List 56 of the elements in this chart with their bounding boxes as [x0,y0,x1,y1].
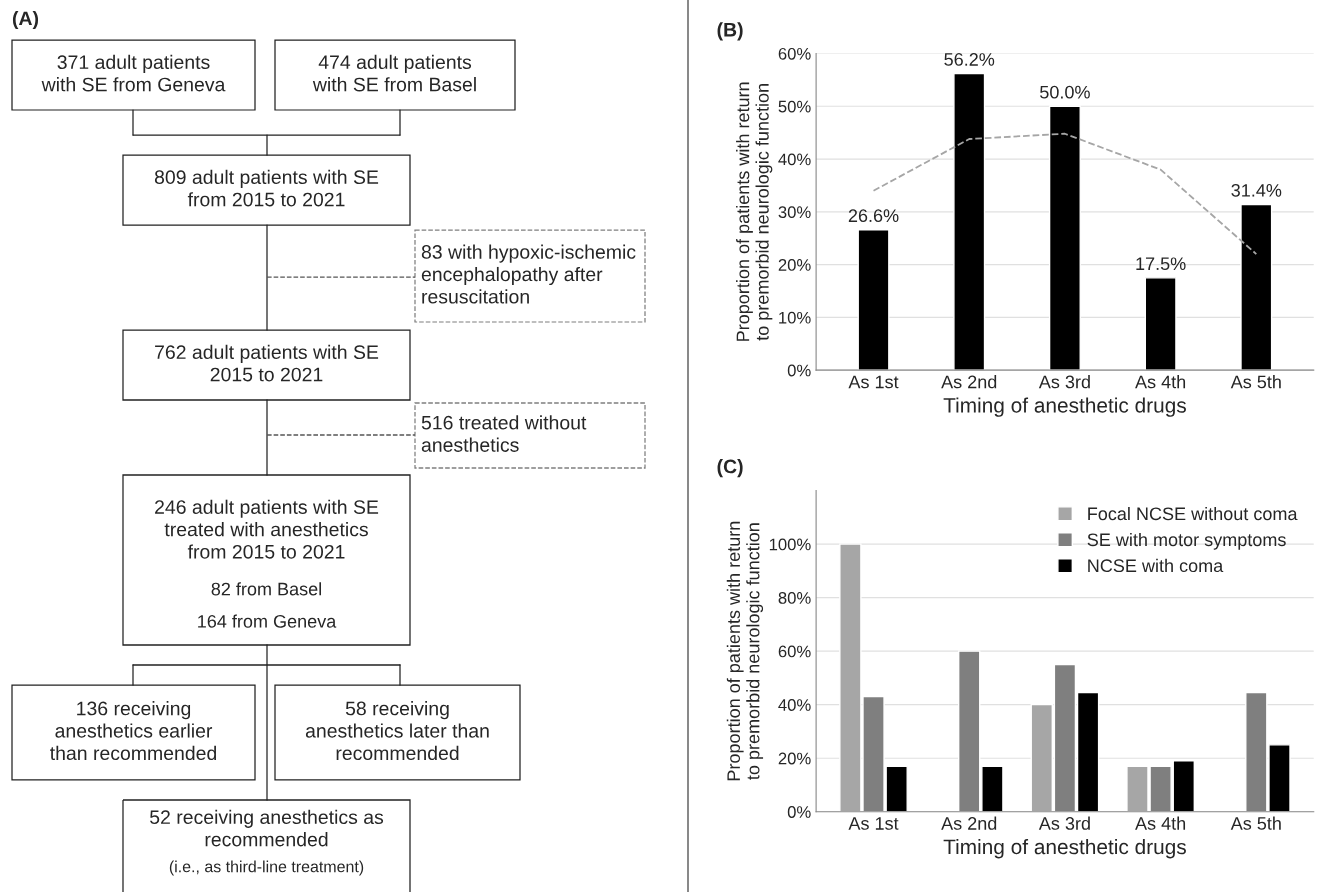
text: 83 with hypoxic-ischemic encephalopathy after resuscitation [421,244,636,304]
y-tick-label: 10% [779,311,811,324]
text: 58 receiving anesthetics later than recommended [305,701,489,761]
x-tick-label: As 5th [1230,816,1281,830]
x-tick-label: As 3rd [1038,375,1090,389]
data-label: 56.2% [944,53,995,66]
text: 136 receiving anesthetics earlier than recommended [50,701,217,761]
x-tick-label: As 4th [1135,816,1186,830]
y-tick-label: 60% [778,645,811,658]
bar [1048,105,1081,371]
data-label: 50.0% [1040,85,1090,99]
x-tick-label: As 1st [848,375,899,389]
x-tick-label: As 3rd [1038,816,1090,830]
y-tick-label: 30% [778,206,811,219]
text: 762 adult patients with SE 2015 to 2021 [155,344,379,382]
x-axis-title: Timing of anesthetic drugs [943,397,1186,417]
text: (A) [12,10,39,30]
y-tick-label: 20% [778,259,811,271]
y-tick-label: 0% [787,806,811,818]
bar [1144,277,1177,371]
y-tick-label: 60% [778,47,811,60]
x-tick-label: As 4th [1135,375,1186,389]
data-label: 26.6% [848,209,899,223]
data-label: 31.4% [1231,183,1282,197]
x-tick-label: As 2nd [941,816,997,830]
text: 164 from Geneva [198,614,337,628]
text: 52 receiving anesthetics as recommended [150,809,384,847]
data-label: 17.5% [1136,257,1186,271]
bar [857,229,890,371]
text: 809 adult patients with SE from 2015 to 2021 [154,169,379,207]
y-tick-label: 50% [778,100,811,113]
y-tick-label: 100% [769,538,811,551]
y-tick-label: 40% [778,153,811,166]
x-tick-label: As 5th [1230,375,1281,389]
text: (i.e., as third-line treatment) [169,860,364,876]
y-tick-label: 20% [778,752,811,765]
chart-title: (B) [717,22,743,41]
y-tick-label: 80% [778,592,811,604]
y-tick-label: 40% [778,699,811,711]
y-tick-label: 0% [787,364,811,377]
chart-title: (C) [717,459,743,478]
legend-label: SE with motor symptoms [1087,532,1286,550]
bar [953,72,986,371]
x-tick-label: As 1st [848,817,899,830]
text: 82 from Basel [211,582,321,596]
y-axis-title: Proportion of patients with return to premorbid neurologic function [736,82,773,341]
text: 246 adult patients with SE treated with anesthetics from 2015 to 2021 [155,499,379,559]
text: 516 treated without anesthetics [421,415,587,452]
text: 371 adult patients with SE from Geneva [41,54,226,92]
x-tick-label: As 2nd [941,375,997,389]
x-axis-title: Timing of anesthetic drugs [943,838,1186,859]
legend-label: NCSE with coma [1088,558,1224,573]
bar [1240,203,1273,371]
text: 474 adult patients with SE from Basel [312,54,476,92]
y-axis-title: Proportion of patients with return to premorbid neurologic function [726,521,764,781]
legend-label: Focal NCSE without coma [1088,506,1298,521]
